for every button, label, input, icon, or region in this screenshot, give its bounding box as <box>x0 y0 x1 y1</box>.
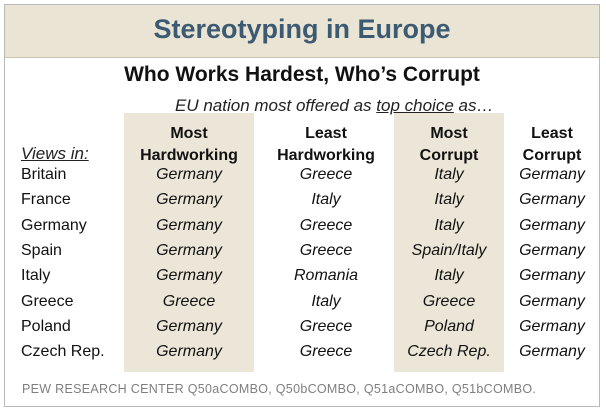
table-cell: Germany <box>156 166 222 183</box>
table-cell: Germany <box>519 216 585 234</box>
column-header: Most Corrupt <box>394 123 504 167</box>
column-header: Most Hardworking <box>124 123 254 167</box>
row-label: Spain <box>21 241 62 259</box>
table-cell: Germany <box>519 267 585 285</box>
table-cell: Germany <box>156 343 222 361</box>
table-cell: Germany <box>156 241 222 259</box>
row-label: Poland <box>21 317 71 335</box>
table-cell: Germany <box>156 267 222 285</box>
table-cell: Germany <box>156 216 222 234</box>
table-cell: Germany <box>519 343 585 361</box>
views-in-label: Views in: <box>21 144 89 163</box>
column-header-line1: Least <box>305 125 347 142</box>
row-label: Italy <box>21 267 51 285</box>
row-label: Germany <box>21 216 87 234</box>
column-header-line1: Most <box>170 125 208 142</box>
chart-title: Stereotyping in Europe <box>153 14 451 44</box>
table-cell: Germany <box>519 191 585 209</box>
column-shade <box>394 113 504 373</box>
table-cell: Germany <box>519 292 585 310</box>
column-header-line2: Hardworking <box>277 147 375 164</box>
table-cell: Germany <box>156 317 222 335</box>
column-header-line1: Least <box>531 125 573 142</box>
column-header-line2: Hardworking <box>140 147 238 164</box>
table-cell: Italy <box>311 292 341 310</box>
table-cell: Greece <box>299 317 353 335</box>
row-label: Britain <box>21 166 67 183</box>
source-note: PEW RESEARCH CENTER Q50aCOMBO, Q50bCOMBO… <box>22 382 537 396</box>
chart-frame: Stereotyping in Europe Who Works Hardest… <box>4 4 600 407</box>
intro-before: EU nation most offered as <box>175 96 377 115</box>
table-cell: Italy <box>434 267 464 285</box>
table-cell: Germany <box>156 191 222 209</box>
column-header: Least Hardworking <box>261 123 391 167</box>
table-cell: Germany <box>519 241 585 259</box>
intro-underlined: top choice <box>376 96 454 115</box>
table-cell: Romania <box>293 267 359 285</box>
column-shade <box>124 113 254 373</box>
table-cell: Germany <box>519 317 585 335</box>
table-cell: Czech Rep. <box>407 343 491 361</box>
table-cell: Greece <box>299 216 353 234</box>
table-cell: Greece <box>162 292 216 310</box>
column-header-line2: Corrupt <box>522 147 582 164</box>
column-header: Least Corrupt <box>497 123 606 167</box>
table-cell: Germany <box>519 166 585 183</box>
row-label: Czech Rep. <box>21 343 105 361</box>
column-header-line2: Corrupt <box>419 147 479 164</box>
row-label: Greece <box>21 292 74 310</box>
chart-subtitle: Who Works Hardest, Who’s Corrupt <box>124 63 480 86</box>
table-cell: Italy <box>434 191 464 209</box>
table-cell: Greece <box>299 343 353 361</box>
table-cell: Spain/Italy <box>411 241 487 259</box>
table-cell: Poland <box>424 317 474 335</box>
column-header-line1: Most <box>430 125 468 142</box>
table-cell: Italy <box>311 191 341 209</box>
table-cell: Greece <box>299 166 353 183</box>
intro-text: EU nation most offered as top choice as… <box>175 96 493 116</box>
title-band: Stereotyping in Europe <box>5 5 599 58</box>
table-cell: Italy <box>434 216 464 234</box>
table-cell: Greece <box>422 292 476 310</box>
table-cell: Italy <box>434 166 464 183</box>
table-cell: Greece <box>299 241 353 259</box>
intro-after: as… <box>453 96 494 115</box>
row-label: France <box>21 191 71 209</box>
